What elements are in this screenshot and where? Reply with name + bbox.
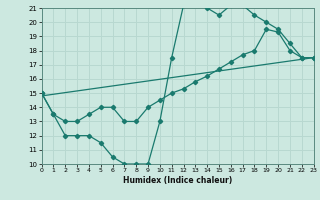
X-axis label: Humidex (Indice chaleur): Humidex (Indice chaleur) xyxy=(123,176,232,185)
